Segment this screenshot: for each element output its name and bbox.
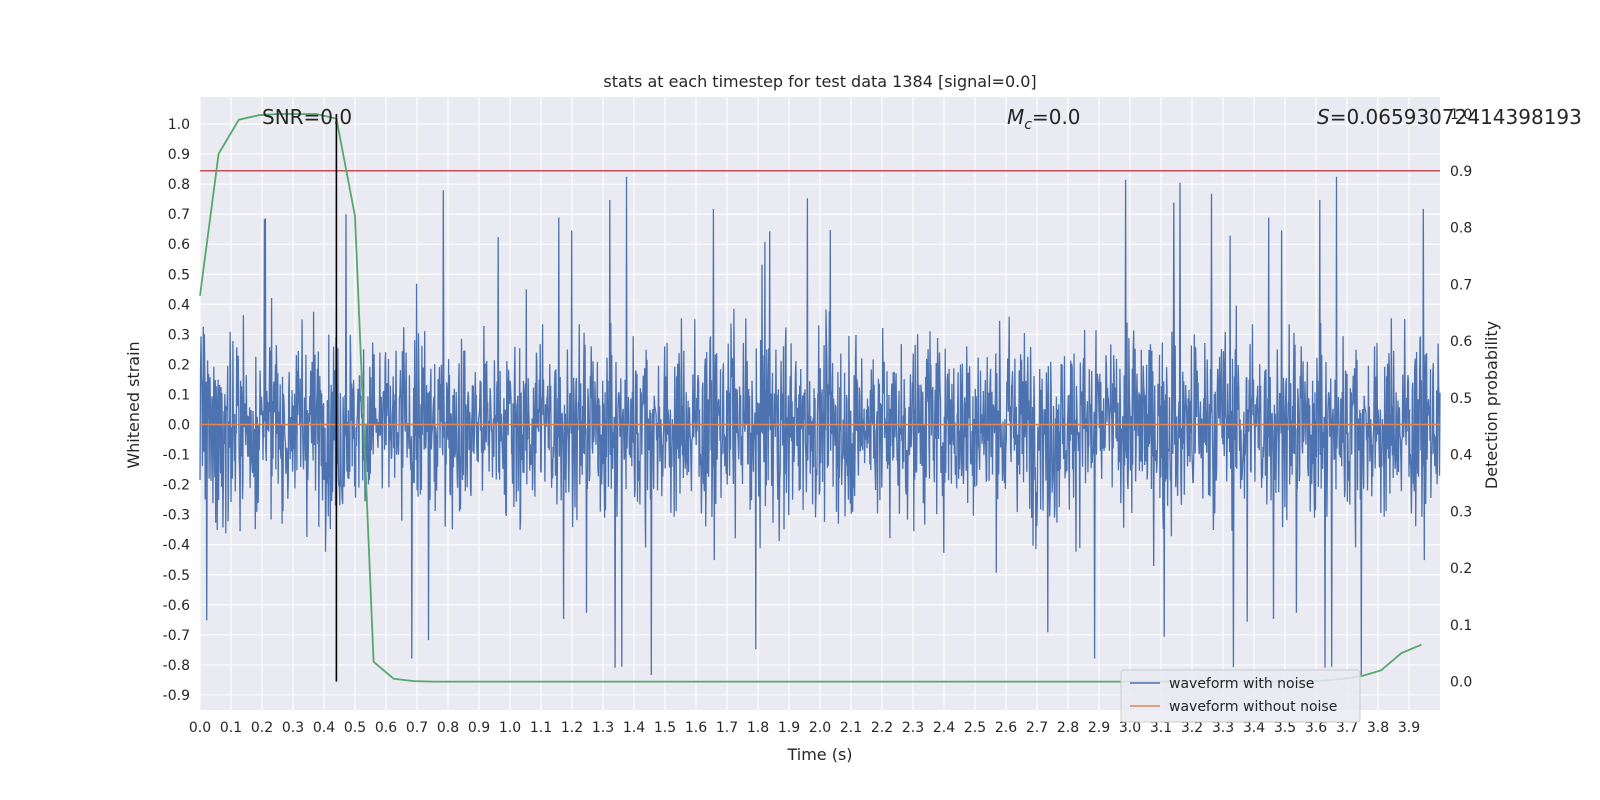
right-y-tick-label: 0.8	[1450, 221, 1472, 237]
right-y-tick-label: 0.3	[1450, 504, 1472, 520]
x-tick-label: 1.9	[778, 720, 800, 736]
right-y-tick-label: 1.0	[1450, 107, 1472, 123]
y-tick-label: 1.0	[168, 117, 190, 133]
x-tick-label: 3.9	[1398, 720, 1420, 736]
x-tick-label: 3.3	[1212, 720, 1234, 736]
x-tick-labels: 0.0 0.1 0.2 0.3 0.4 0.5 0.6 0.7 0.8 0.9 1.0 1.1 1.2 1…	[189, 720, 1420, 736]
x-tick-label: 3.2	[1181, 720, 1203, 736]
y-tick-label: -0.7	[163, 628, 190, 644]
right-y-tick-label: 0.0	[1450, 675, 1472, 691]
right-y-tick-label: 0.1	[1450, 618, 1472, 634]
x-tick-label: 1.2	[561, 720, 583, 736]
x-tick-label: 3.1	[1150, 720, 1172, 736]
legend-label-noise: waveform with noise	[1169, 676, 1314, 692]
legend-label-clean: waveform without noise	[1169, 699, 1337, 715]
y-tick-label: 0.6	[168, 237, 190, 253]
x-tick-label: 1.5	[654, 720, 676, 736]
x-tick-label: 3.4	[1243, 720, 1265, 736]
y-tick-label: -0.9	[163, 688, 190, 704]
s-value: =0.06593072414398193	[1330, 105, 1582, 129]
x-tick-label: 3.8	[1367, 720, 1389, 736]
y-tick-labels: 1.0 0.9 0.8 0.7 0.6 0.5 0.4 0.3 0.2 0.1 0.0 -0.1 -0.…	[163, 117, 190, 704]
x-tick-label: 2.8	[1057, 720, 1079, 736]
y-axis-label: Whitened strain	[124, 341, 143, 468]
right-y-tick-label: 0.7	[1450, 277, 1472, 293]
right-y-axis-label: Detection probability	[1482, 321, 1501, 489]
waveform-with-noise-line	[199, 176, 1441, 676]
y-tick-label: -0.6	[163, 598, 190, 614]
x-tick-label: 3.0	[1119, 720, 1141, 736]
chart-title: stats at each timestep for test data 138…	[603, 72, 1036, 91]
x-tick-label: 1.6	[685, 720, 707, 736]
y-tick-label: -0.5	[163, 568, 190, 584]
s-symbol: S	[1317, 105, 1330, 129]
x-axis-label: Time (s)	[786, 745, 852, 764]
y-tick-label: -0.2	[163, 478, 190, 494]
x-tick-label: 2.3	[902, 720, 924, 736]
x-tick-label: 0.3	[282, 720, 304, 736]
y-tick-label: 0.8	[168, 177, 190, 193]
x-tick-label: 0.8	[437, 720, 459, 736]
y-tick-label: -0.4	[163, 538, 190, 554]
x-tick-label: 0.0	[189, 720, 211, 736]
x-tick-label: 0.2	[251, 720, 273, 736]
x-tick-label: 1.1	[530, 720, 552, 736]
y-tick-label: 0.7	[168, 207, 190, 223]
x-tick-label: 1.4	[623, 720, 645, 736]
x-tick-label: 0.4	[313, 720, 335, 736]
x-tick-label: 0.1	[220, 720, 242, 736]
x-tick-label: 0.6	[375, 720, 397, 736]
y-tick-label: 0.3	[168, 327, 190, 343]
right-y-tick-label: 0.2	[1450, 561, 1472, 577]
x-tick-label: 1.0	[499, 720, 521, 736]
y-tick-label: 0.0	[168, 418, 190, 434]
y-tick-label: -0.8	[163, 658, 190, 674]
x-tick-label: 2.0	[809, 720, 831, 736]
right-y-tick-label: 0.9	[1450, 164, 1472, 180]
legend: waveform with noise waveform without noi…	[1120, 669, 1361, 723]
right-y-tick-label: 0.4	[1450, 448, 1472, 464]
x-tick-label: 2.9	[1088, 720, 1110, 736]
x-tick-label: 0.7	[406, 720, 428, 736]
x-tick-label: 1.8	[747, 720, 769, 736]
mc-annotation: Mc=0.0	[1007, 105, 1081, 133]
y-tick-label: 0.1	[168, 387, 190, 403]
y-tick-label: 0.5	[168, 267, 190, 283]
y-tick-label: -0.3	[163, 508, 190, 524]
y-tick-label: 0.9	[168, 147, 190, 163]
mc-value: =0.0	[1032, 105, 1081, 129]
x-tick-label: 2.1	[840, 720, 862, 736]
right-y-tick-label: 0.6	[1450, 334, 1472, 350]
x-tick-label: 1.7	[716, 720, 738, 736]
y-tick-label: 0.2	[168, 357, 190, 373]
x-tick-label: 0.5	[344, 720, 366, 736]
x-tick-label: 3.6	[1305, 720, 1327, 736]
y-tick-label: -0.1	[163, 448, 190, 464]
mc-symbol: M	[1007, 105, 1024, 129]
x-tick-label: 2.4	[933, 720, 955, 736]
right-y-tick-labels: 1.0 0.9 0.8 0.7 0.6 0.5 0.4 0.3 0.2 0.1 0.0	[1450, 107, 1472, 691]
x-tick-label: 2.7	[1026, 720, 1048, 736]
x-tick-label: 2.5	[964, 720, 986, 736]
waveform-with-noise-series	[199, 176, 1441, 676]
s-annotation: S=0.06593072414398193	[1317, 105, 1582, 129]
x-tick-label: 2.6	[995, 720, 1017, 736]
snr-annotation: SNR=0.0	[262, 105, 352, 129]
x-tick-label: 3.7	[1336, 720, 1358, 736]
y-tick-label: 0.4	[168, 297, 190, 313]
x-tick-label: 3.5	[1274, 720, 1296, 736]
mc-subscript: c	[1024, 117, 1032, 133]
x-tick-label: 0.9	[468, 720, 490, 736]
grid	[199, 97, 1440, 710]
x-tick-label: 2.2	[871, 720, 893, 736]
x-tick-label: 1.3	[592, 720, 614, 736]
right-y-tick-label: 0.5	[1450, 391, 1472, 407]
legend-box	[1120, 669, 1361, 723]
